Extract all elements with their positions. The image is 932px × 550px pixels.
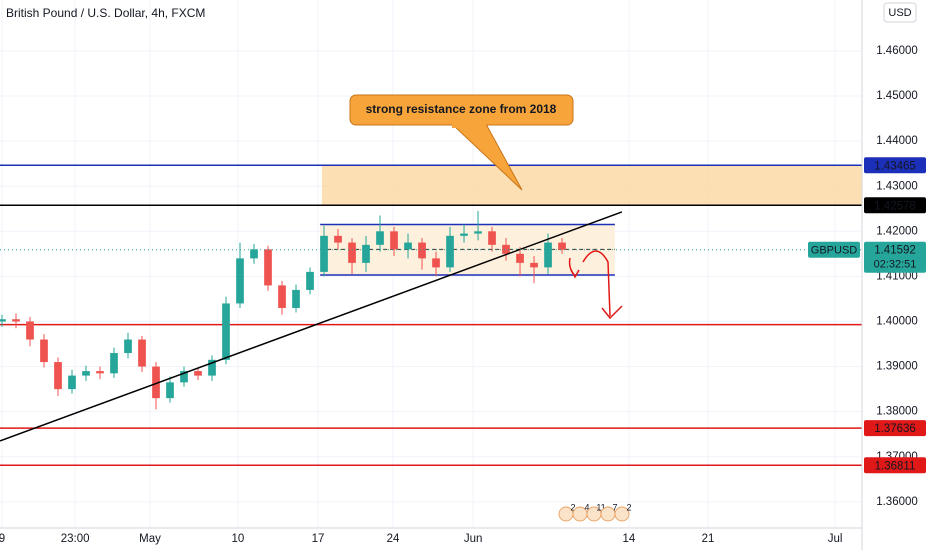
x-tick-label: 17 [312,533,325,545]
y-tick-label: 1.36000 [876,496,918,508]
plot [0,164,862,467]
level-tag [864,157,926,174]
level-tag [864,197,926,214]
x-tick-label: 21 [702,533,715,545]
x-tick-label: 24 [387,533,400,545]
candle-body [474,231,482,234]
candle-body [110,353,118,374]
candle-body [82,371,90,376]
x-tick-label: Jun [464,533,483,545]
event-count: 2 [626,502,631,512]
candle-body [376,231,384,245]
candle-body [460,233,468,236]
candle-body [404,242,412,250]
callout: strong resistance zone from 2018 [349,94,574,191]
candle-body [488,231,496,245]
y-tick-label: 1.45000 [876,90,918,102]
candle-body [530,262,538,268]
arrow-head [570,269,580,279]
x-tick-label: May [139,533,161,545]
candle-body [124,339,132,354]
level-label: 1.36811 [875,460,916,472]
candle-body [502,244,510,254]
y-tick-label: 1.38000 [876,406,918,418]
candle-body [432,258,440,268]
candle-body [320,235,328,272]
candle-body [544,242,552,268]
last-price-tag [864,241,926,273]
y-tick-label: 1.41000 [876,270,918,282]
event-count: 4 [584,502,589,512]
candle-body [516,253,524,263]
candle-body [446,235,454,268]
candle-body [362,244,370,263]
candle-body [348,242,356,263]
x-tick-label: 23:00 [61,533,90,545]
candle-body [390,231,398,250]
candle-body [236,258,244,304]
candle-body [0,319,6,322]
candle-body [26,321,34,340]
candle-body [418,242,426,259]
resistance-zone [321,165,862,206]
x-tick-label: Jul [828,533,843,545]
candle-body [96,371,104,374]
level-label: 1.43465 [874,160,916,172]
y-tick-label: 1.43000 [876,180,918,192]
event-count: 2 [570,502,575,512]
candle-body [54,362,62,390]
last-price-label: 1.41592 [874,245,916,257]
level-label: 1.37636 [874,423,916,435]
y-tick-label: 1.46000 [876,45,918,57]
countdown: 02:32:51 [874,259,917,271]
y-tick-label: 1.44000 [876,135,918,147]
arrow-drawings [568,250,623,320]
candle-body [558,242,566,250]
candle-body [166,382,174,399]
candle-body [264,249,272,286]
arrow-head [601,305,623,320]
currency-button[interactable] [883,2,917,23]
candle-body [180,371,188,383]
x-tick-label: 10 [232,533,245,545]
candle-body [250,249,258,259]
candle-body [306,271,314,290]
event-icon [614,506,630,522]
y-tick-label: 1.40000 [876,316,918,328]
level-label: 1.42578 [874,200,916,212]
candle-body [138,339,146,367]
annotation: strong resistance zone from 2018 [366,102,557,116]
x-tick-label: 14 [622,533,635,545]
candle-body [334,235,342,243]
chart-title: British Pound / U.S. Dollar, 4h, FXCM [6,6,205,20]
candle-body [40,339,48,363]
level-tag [864,420,926,437]
candle-body [68,375,76,390]
candle-body [278,285,286,308]
event-count: 11 [596,502,605,512]
event-count: 7 [612,502,617,512]
candle-body [12,319,20,322]
trendline [0,211,623,442]
candle-body [222,303,230,360]
symbol-name: GBPUSD [811,245,858,257]
symbol-tag [808,241,860,258]
arrow-path [582,250,611,317]
x-tick-label: 9 [0,533,5,545]
y-tick-label: 1.39000 [876,361,918,373]
candle-body [152,366,160,399]
callout-joint [452,120,486,128]
y-tick-label: 1.42000 [876,225,918,237]
candle-body [194,371,202,376]
candle-body [292,289,300,308]
candle-body [208,359,216,376]
level-tag [864,457,926,474]
currency[interactable]: USD [888,7,911,19]
